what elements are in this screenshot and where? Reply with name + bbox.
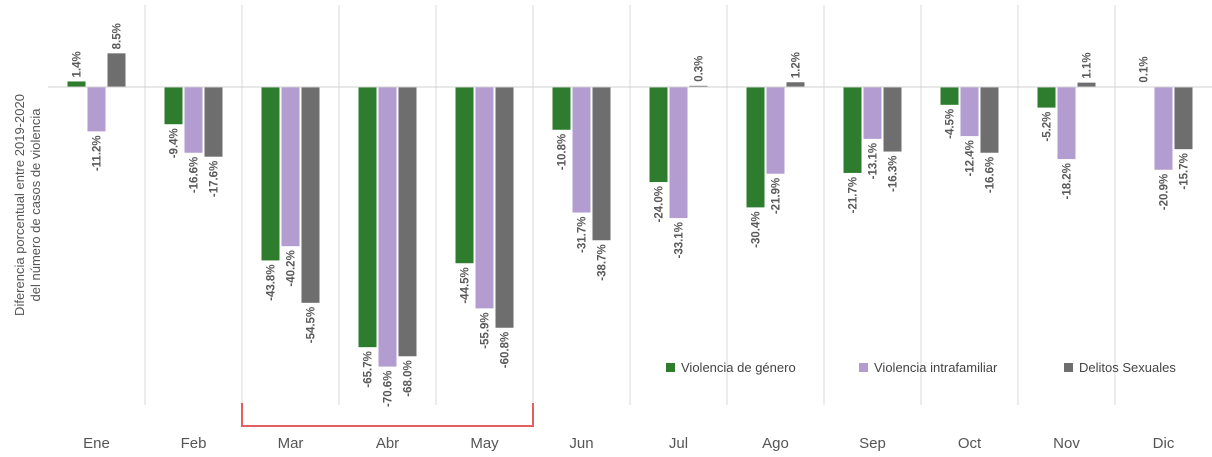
category-gridlines [144, 5, 1116, 405]
data-label: -60.8% [500, 332, 512, 368]
bar [863, 87, 882, 139]
legend-label: Delitos Sexuales [1079, 360, 1176, 375]
data-label: 0.1% [1139, 56, 1151, 82]
bar [261, 87, 280, 261]
bar [669, 87, 688, 219]
data-label: -21.9% [771, 178, 783, 214]
x-tick-label: Jun [569, 435, 593, 452]
data-label: -5.2% [1042, 112, 1054, 142]
data-label: -16.6% [189, 157, 201, 193]
bar [592, 87, 611, 241]
legend-swatch [1064, 363, 1073, 372]
data-label: -54.5% [306, 307, 318, 343]
x-tick-label: Sep [859, 435, 886, 452]
bar [572, 87, 591, 213]
bar [1037, 87, 1056, 108]
bar [843, 87, 862, 173]
bar [301, 87, 320, 303]
bar [1154, 87, 1173, 170]
data-label: -31.7% [577, 217, 589, 253]
bar [475, 87, 494, 309]
bar [940, 87, 959, 105]
x-tick-label: Nov [1053, 435, 1080, 452]
bar [107, 53, 126, 87]
data-label: -33.1% [674, 222, 686, 258]
x-tick-label: Feb [181, 435, 207, 452]
data-label: -20.9% [1159, 174, 1171, 210]
bar [746, 87, 765, 208]
x-tick-label: Mar [278, 435, 304, 452]
bar [1057, 87, 1076, 160]
data-label: -16.6% [985, 157, 997, 193]
y-axis-label-line: del número de casos de violencia [28, 108, 43, 302]
data-label: -44.5% [460, 267, 472, 303]
data-label: -70.6% [383, 371, 395, 407]
bar [455, 87, 474, 264]
bar [786, 82, 805, 87]
bar-series [67, 53, 1193, 367]
bar [87, 87, 106, 132]
bar [649, 87, 668, 183]
data-label: -10.8% [557, 134, 569, 170]
data-label: -55.9% [480, 312, 492, 348]
x-tick-label: Dic [1153, 435, 1175, 452]
x-tick-label: Oct [958, 435, 982, 452]
bar [398, 87, 417, 357]
data-label: -40.2% [286, 250, 298, 286]
y-axis-label-line: Diferencia porcentual entre 2019-2020 [12, 94, 27, 316]
data-label: -11.2% [92, 135, 104, 171]
x-axis-tick-labels: Ene Feb Mar Abr May Jun Jul Ago Sep Oct Nov Dic [83, 435, 1175, 452]
data-label: 1.2% [791, 52, 803, 78]
data-label: 1.1% [1082, 52, 1094, 78]
data-label: -18.2% [1062, 163, 1074, 199]
data-label: -24.0% [654, 186, 666, 222]
data-label: -17.6% [209, 161, 221, 197]
x-tick-label: Abr [376, 435, 399, 452]
legend-label: Violencia de género [681, 360, 796, 375]
highlight-bracket [241, 403, 534, 427]
data-label: 0.3% [694, 56, 706, 82]
data-label: -15.7% [1179, 153, 1191, 189]
bar [1174, 87, 1193, 150]
bar [980, 87, 999, 153]
x-tick-label: Jul [669, 435, 688, 452]
bar [960, 87, 979, 137]
bar [358, 87, 377, 348]
data-label: -43.8% [266, 264, 278, 300]
legend: Violencia de género Violencia intrafamili… [666, 360, 1176, 375]
x-tick-label: Ago [762, 435, 789, 452]
data-label: -12.4% [965, 140, 977, 176]
data-label: -4.5% [945, 109, 957, 139]
data-label: -16.3% [888, 156, 900, 192]
bar [689, 85, 708, 87]
bar [184, 87, 203, 153]
bar [552, 87, 571, 130]
legend-swatch [666, 363, 675, 372]
bar [766, 87, 785, 174]
data-label: -65.7% [363, 351, 375, 387]
x-tick-label: Ene [83, 435, 110, 452]
data-label: -21.7% [848, 177, 860, 213]
data-label: 8.5% [112, 23, 124, 49]
bar [883, 87, 902, 152]
bar [281, 87, 300, 247]
data-labels: 1.4% -11.2% 8.5% -9.4% -16.6% -17.6% -43.8% -40… [72, 23, 1191, 407]
bar [204, 87, 223, 157]
bar [67, 81, 86, 87]
bar [1077, 82, 1096, 87]
bar [164, 87, 183, 125]
data-label: -38.7% [597, 244, 609, 280]
bar [378, 87, 397, 367]
x-tick-label: May [470, 435, 499, 452]
bar [495, 87, 514, 328]
y-axis-label: Diferencia porcentual entre 2019-2020del… [12, 94, 43, 316]
data-label: -68.0% [403, 360, 415, 396]
legend-swatch [859, 363, 868, 372]
data-label: -9.4% [169, 128, 181, 158]
legend-label: Violencia intrafamiliar [874, 360, 998, 375]
data-label: 1.4% [72, 51, 84, 77]
data-label: -13.1% [868, 143, 880, 179]
data-label: -30.4% [751, 211, 763, 247]
